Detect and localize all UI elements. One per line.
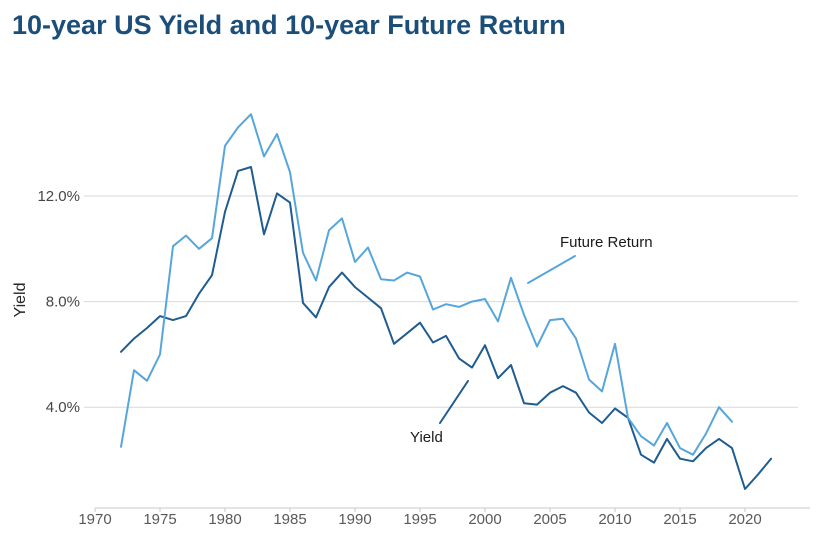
x-tick-label: 1985 xyxy=(273,511,306,528)
chart-title: 10-year US Yield and 10-year Future Retu… xyxy=(12,10,566,40)
x-tick-label: 2005 xyxy=(533,511,566,528)
yield-line xyxy=(120,166,772,490)
yield-annotation-label: Yield xyxy=(410,429,443,446)
x-tick-label: 1990 xyxy=(338,511,371,528)
x-tick-label: 1980 xyxy=(208,511,241,528)
yield-callout-line xyxy=(439,380,469,424)
x-tick-label: 2010 xyxy=(598,511,631,528)
x-tick-label: 2020 xyxy=(728,511,761,528)
y-tick-label: 8.0% xyxy=(46,294,80,311)
x-tick-label: 2015 xyxy=(663,511,696,528)
x-tick-label: 1970 xyxy=(78,511,111,528)
x-tick-label: 1995 xyxy=(403,511,436,528)
future-return-annotation-label: Future Return xyxy=(560,234,653,251)
x-tick-label: 1975 xyxy=(143,511,176,528)
x-tick-label: 2000 xyxy=(468,511,501,528)
y-tick-label: 12.0% xyxy=(37,188,80,205)
y-tick-label: 4.0% xyxy=(46,399,80,416)
y-axis-title: Yield xyxy=(12,283,29,318)
future-return-callout-line xyxy=(527,255,576,284)
future-return-line xyxy=(120,113,733,456)
